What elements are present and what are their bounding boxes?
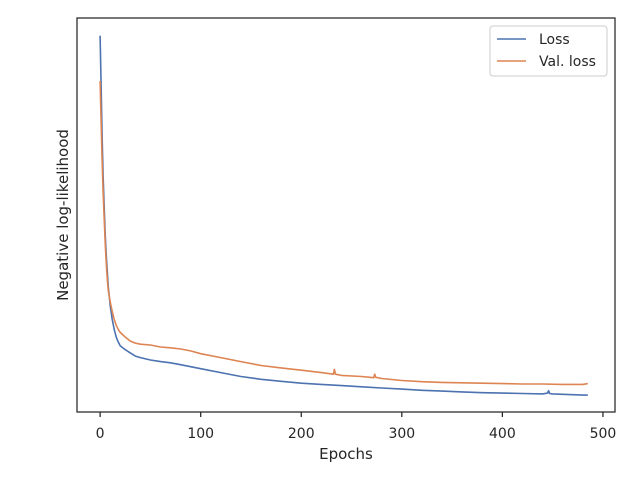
legend: Loss Val. loss [489, 25, 608, 77]
x-tick-label: 300 [388, 426, 415, 442]
series-line-1 [99, 80, 588, 386]
x-tick-label: 500 [590, 426, 617, 442]
x-tick-label: 0 [96, 426, 105, 442]
series-layer [99, 35, 588, 396]
x-axis-label: Epochs [319, 445, 373, 463]
x-tick-label: 400 [489, 426, 516, 442]
legend-label-loss: Loss [539, 32, 570, 48]
y-axis-label: Negative log-likelihood [54, 129, 72, 301]
series-line-0 [99, 35, 588, 396]
legend-label-val-loss: Val. loss [539, 54, 596, 70]
x-axis-ticks: 0 100 200 300 400 500 [96, 412, 617, 442]
plot-frame [76, 17, 616, 413]
x-tick-label: 200 [288, 426, 315, 442]
x-tick-label: 100 [187, 426, 214, 442]
